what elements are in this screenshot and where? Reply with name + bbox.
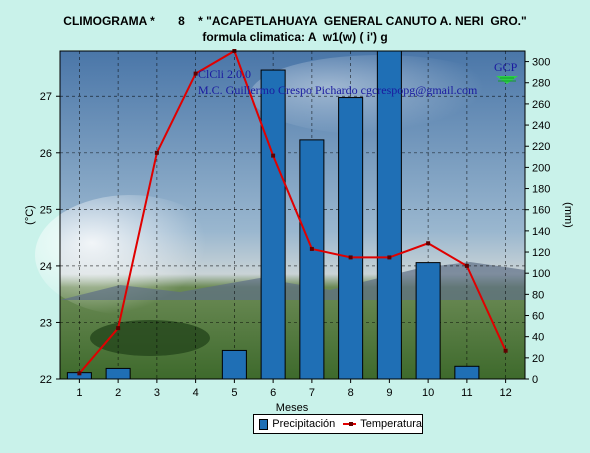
x-tick-label: 11 bbox=[461, 387, 472, 399]
y-right-label: (mm) bbox=[562, 202, 574, 228]
y-right-tick-label: 80 bbox=[532, 289, 544, 301]
x-tick-label: 10 bbox=[422, 387, 434, 399]
temperature-point bbox=[387, 255, 392, 260]
y-right-tick-label: 160 bbox=[532, 205, 550, 217]
precip-bar bbox=[299, 139, 325, 380]
temperature-point bbox=[348, 255, 353, 260]
chart-title: CLIMOGRAMA * 8 * "ACAPETLAHUAYA GENERAL … bbox=[63, 14, 527, 28]
y-right-tick-label: 60 bbox=[532, 311, 544, 323]
y-right-tick-label: 240 bbox=[532, 120, 550, 132]
x-tick-label: 5 bbox=[231, 387, 237, 399]
chart-subtitle: formula climatica: A w1(w) ( i') g bbox=[202, 30, 388, 44]
y-right-tick-label: 180 bbox=[532, 184, 550, 196]
x-tick-label: 4 bbox=[193, 387, 199, 399]
x-tick-label: 8 bbox=[348, 387, 354, 399]
precip-bar bbox=[454, 365, 480, 380]
x-axis-ticks: 1 2 3 4 5 6 7 8 9 10 11 12 bbox=[76, 379, 512, 399]
legend-temp-swatch bbox=[343, 422, 357, 426]
left-axis-ticks: 22 23 24 25 26 27 bbox=[40, 91, 60, 386]
legend-precip-label: Precipitación bbox=[272, 418, 336, 430]
y-right-tick-label: 300 bbox=[532, 57, 550, 69]
x-tick-label: 1 bbox=[76, 387, 82, 399]
x-tick-label: 2 bbox=[115, 387, 121, 399]
watermark-author: M.C. Guillermo Crespo Pichardo cgcrespop… bbox=[198, 83, 478, 97]
y-left-tick-label: 24 bbox=[40, 261, 52, 273]
precip-bar bbox=[338, 97, 364, 380]
y-right-tick-label: 100 bbox=[532, 268, 550, 280]
y-left-label: (°C) bbox=[24, 205, 36, 225]
precip-bar bbox=[260, 69, 286, 380]
temperature-point bbox=[426, 241, 431, 246]
temperature-polyline bbox=[78, 49, 507, 374]
plot-frame bbox=[59, 50, 526, 380]
right-axis-ticks: 0 20 40 60 80 100 120 140 160 180 200 220 240 260 280 3… bbox=[525, 57, 550, 386]
y-right-tick-label: 0 bbox=[532, 374, 538, 386]
precip-bar bbox=[376, 50, 402, 380]
precip-bar bbox=[105, 367, 131, 380]
temperature-point bbox=[154, 150, 159, 155]
y-left-tick-label: 22 bbox=[40, 374, 52, 386]
x-tick-label: 12 bbox=[500, 387, 512, 399]
y-right-tick-label: 220 bbox=[532, 141, 550, 153]
temperature-point bbox=[271, 153, 276, 158]
temperature-point bbox=[309, 246, 314, 251]
temperature-point bbox=[464, 263, 469, 268]
y-right-tick-label: 280 bbox=[532, 78, 550, 90]
temperature-point bbox=[193, 71, 198, 76]
y-left-tick-label: 26 bbox=[40, 148, 52, 160]
y-left-tick-label: 27 bbox=[40, 91, 52, 103]
legend: Precipitación Temperatura bbox=[253, 414, 423, 434]
plot-background bbox=[35, 51, 525, 379]
legend-temp-label: Temperatura bbox=[360, 418, 422, 430]
y-left-tick-label: 25 bbox=[40, 204, 52, 216]
precip-bar bbox=[415, 262, 441, 380]
temperature-point bbox=[503, 348, 508, 353]
y-right-tick-label: 200 bbox=[532, 162, 550, 174]
legend-precip-swatch bbox=[259, 418, 269, 430]
y-right-tick-label: 40 bbox=[532, 332, 544, 344]
x-tick-label: 6 bbox=[270, 387, 276, 399]
y-right-tick-label: 140 bbox=[532, 226, 550, 238]
logo-icon bbox=[496, 76, 518, 84]
x-axis-label: Meses bbox=[276, 402, 309, 414]
x-tick-label: 3 bbox=[154, 387, 160, 399]
logo-text: GCP bbox=[494, 60, 518, 74]
temperature-line bbox=[77, 49, 508, 376]
y-right-tick-label: 120 bbox=[532, 247, 550, 259]
y-right-tick-label: 260 bbox=[532, 99, 550, 111]
temperature-point bbox=[77, 371, 82, 376]
precip-bar bbox=[221, 349, 247, 380]
y-left-tick-label: 23 bbox=[40, 317, 52, 329]
temperature-point bbox=[116, 326, 121, 331]
y-right-tick-label: 20 bbox=[532, 353, 544, 365]
x-tick-label: 9 bbox=[386, 387, 392, 399]
x-tick-label: 7 bbox=[309, 387, 315, 399]
watermark-version: ClCli 2.0.0 bbox=[198, 67, 251, 81]
